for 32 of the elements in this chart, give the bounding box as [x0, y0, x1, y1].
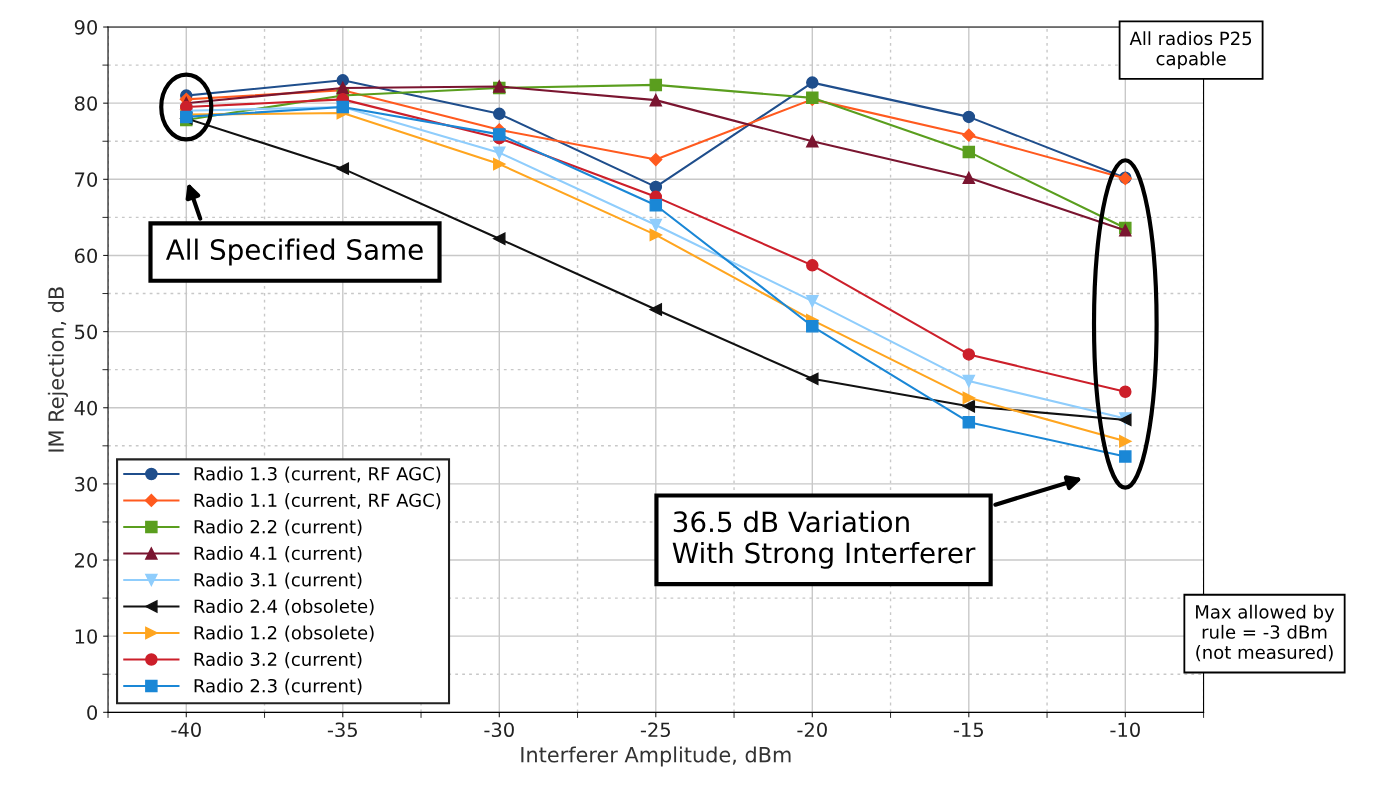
- x-tick-label: -40: [171, 722, 201, 738]
- y-axis-title: IM Rejection, dB: [47, 287, 69, 452]
- legend-label: Radio 2.3 (current): [194, 678, 362, 695]
- annotation: All radios P25 capable: [1129, 31, 1252, 69]
- x-tick-label: -15: [953, 722, 983, 738]
- y-tick-label: 20: [74, 552, 98, 568]
- legend-label: Radio 3.1 (current): [194, 572, 362, 589]
- y-tick-label: 60: [74, 248, 98, 264]
- x-tick-label: -10: [1110, 722, 1140, 738]
- x-tick-label: -20: [797, 722, 827, 738]
- y-tick-label: 30: [75, 476, 98, 492]
- x-tick-label: -25: [640, 722, 670, 738]
- y-tick-label: 0: [87, 705, 98, 720]
- annotation: 36.5 dB Variation With Strong Interferer: [672, 510, 976, 569]
- annotation: Max allowed by rule = -3 dBm (not measured): [1196, 604, 1335, 662]
- y-tick-label: 70: [75, 172, 98, 187]
- legend-label: Radio 1.3 (current, RF AGC): [194, 466, 441, 483]
- y-tick-label: 10: [75, 629, 98, 644]
- legend-label: Radio 2.4 (obsolete): [194, 599, 374, 616]
- annotation: All Specified Same: [165, 238, 423, 266]
- x-axis-title: Interferer Amplitude, dBm: [521, 746, 791, 767]
- legend-label: Radio 3.2 (current): [194, 652, 362, 669]
- legend-label: Radio 1.1 (current, RF AGC): [194, 493, 441, 510]
- y-tick-label: 80: [74, 96, 98, 111]
- legend-label: Radio 2.2 (current): [194, 519, 362, 536]
- y-tick-label: 40: [74, 400, 98, 416]
- x-tick-label: -35: [327, 722, 357, 738]
- y-tick-label: 50: [75, 324, 98, 340]
- legend-label: Radio 1.2 (obsolete): [194, 625, 374, 642]
- legend-label: Radio 4.1 (current): [194, 546, 362, 563]
- x-tick-label: -30: [484, 722, 514, 738]
- y-tick-label: 90: [74, 19, 98, 35]
